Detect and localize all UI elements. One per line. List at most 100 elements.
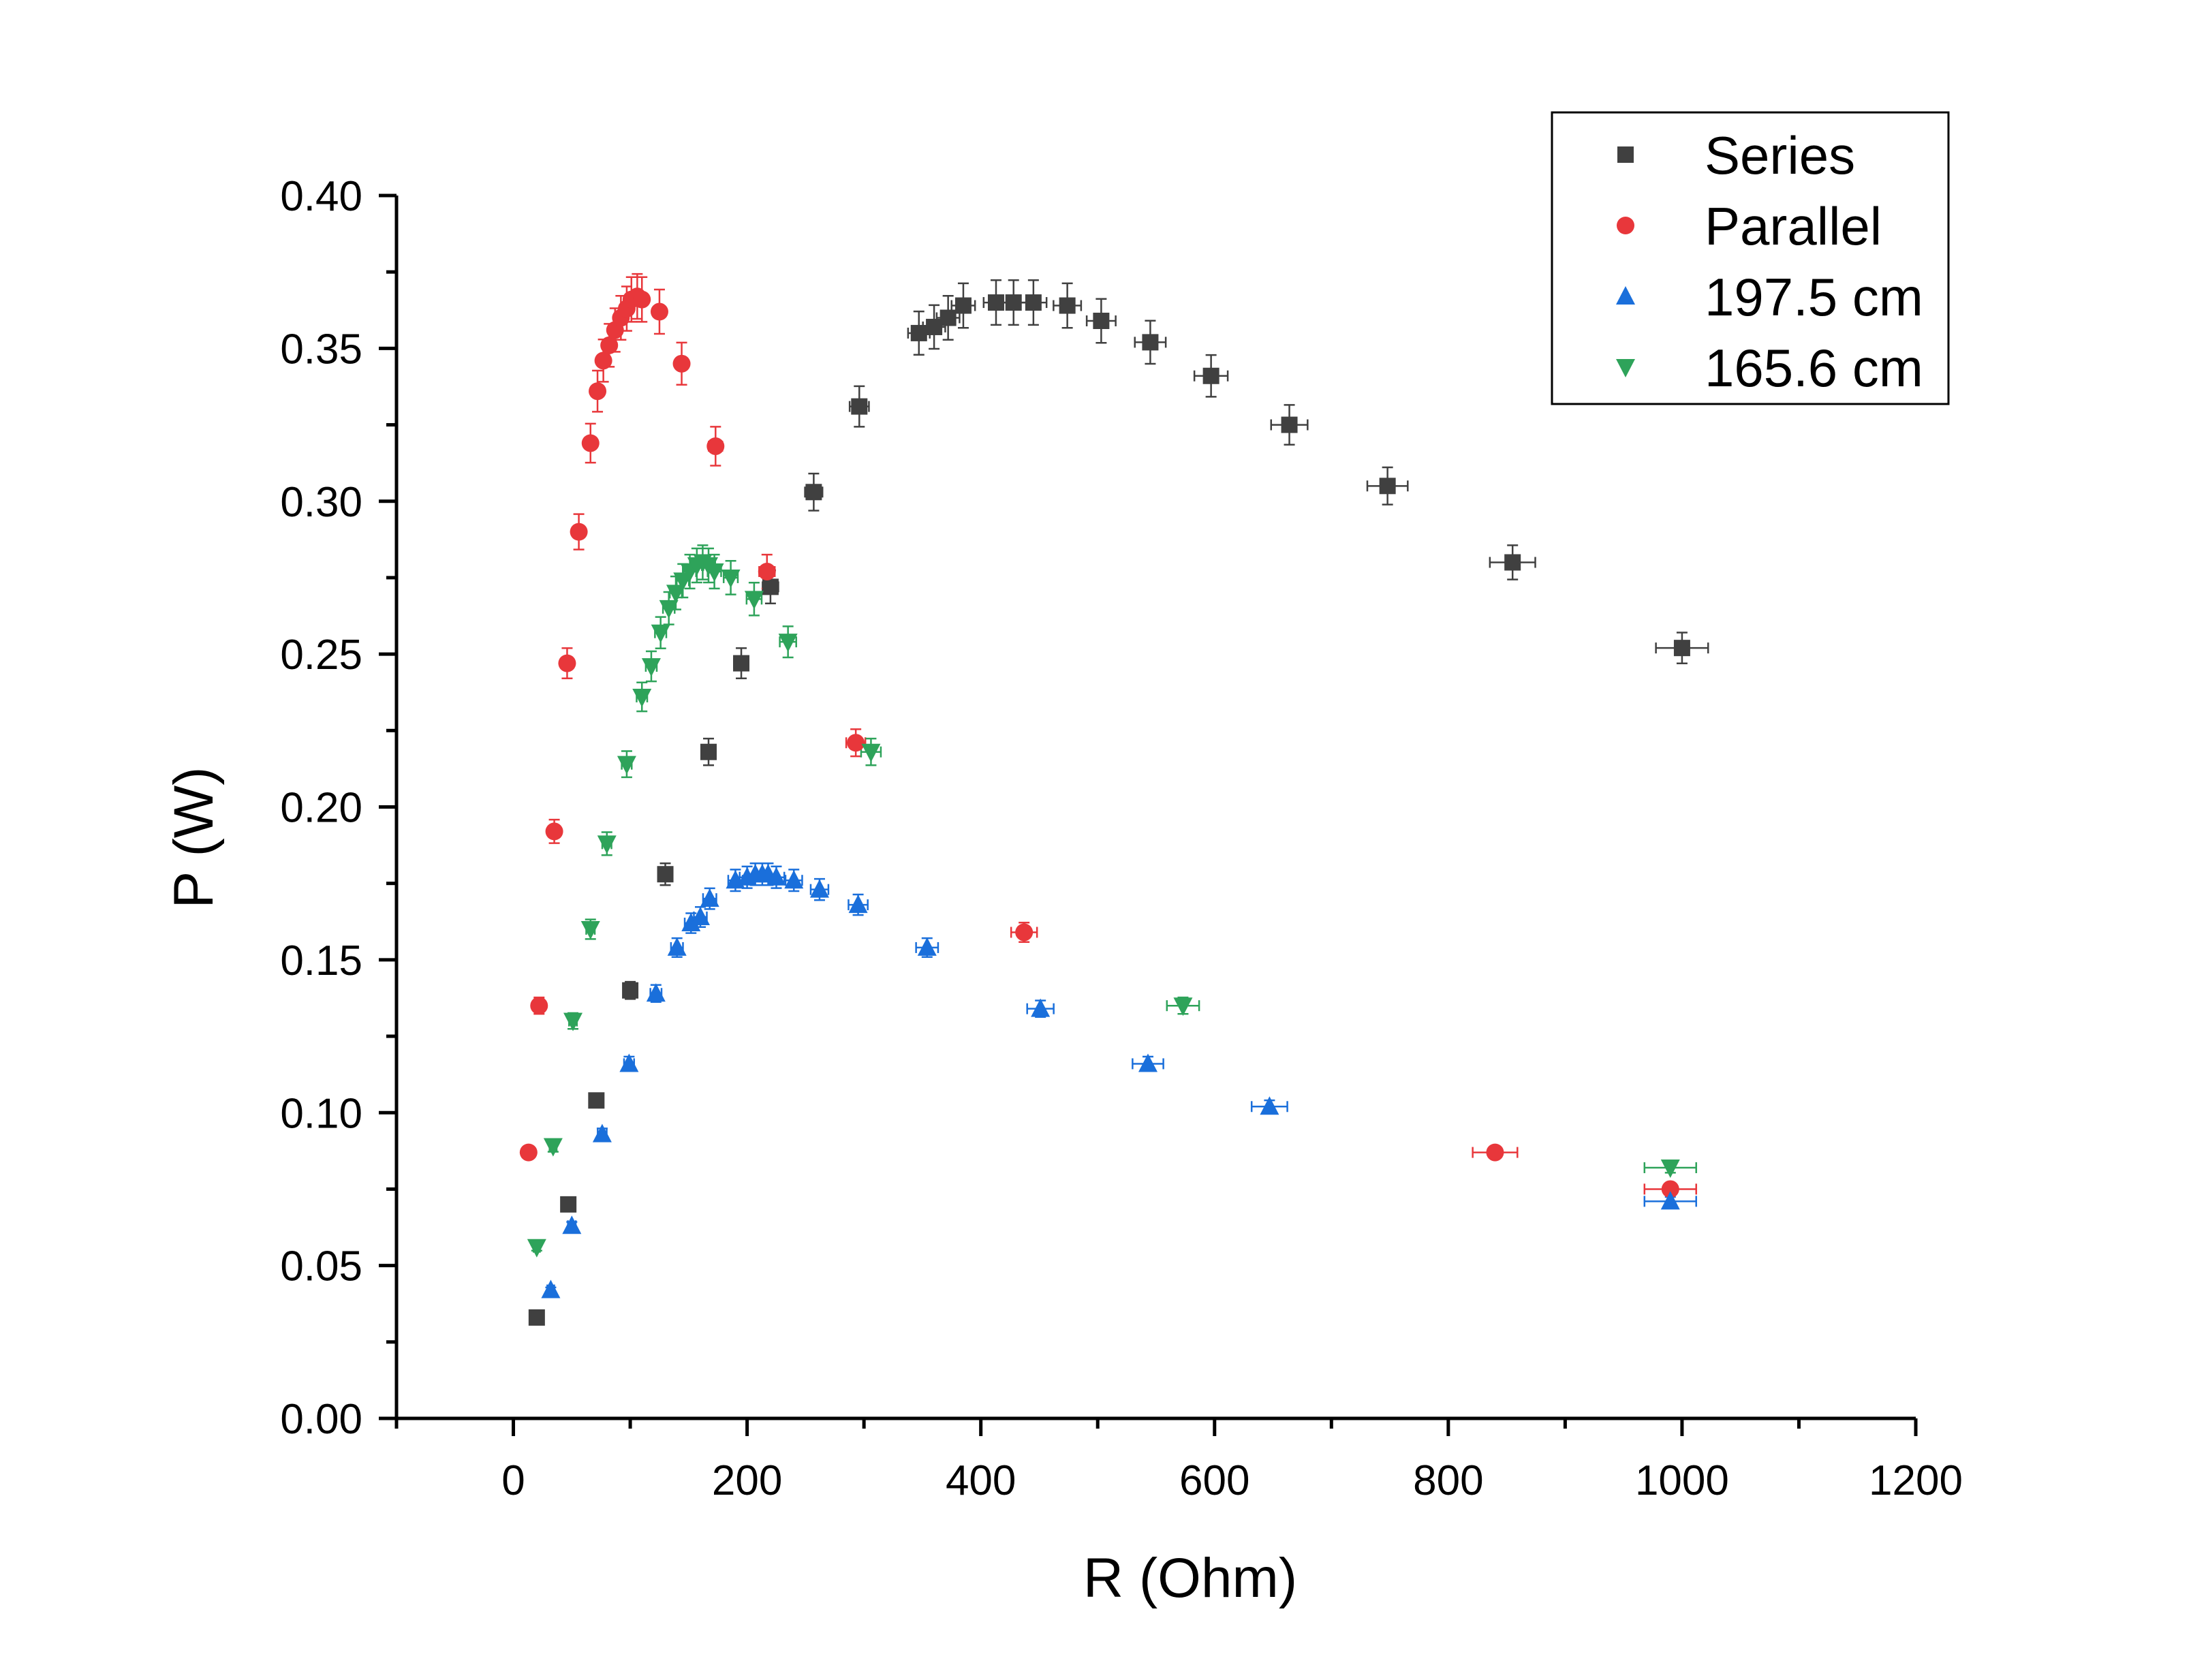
data-point (1486, 1143, 1504, 1162)
error-bars (523, 273, 1709, 1323)
data-point (778, 634, 798, 653)
data-point (1379, 478, 1396, 495)
data-point (721, 569, 741, 588)
data-point (1673, 640, 1690, 657)
data-point (1260, 1096, 1279, 1115)
y-tick-label: 0.20 (280, 785, 362, 832)
y-axis-label: P (W) (163, 766, 225, 908)
data-point (570, 523, 588, 541)
legend: Series Parallel 197.5 cm 165.6 cm (1551, 111, 1950, 405)
data-point (530, 997, 548, 1015)
y-tick-label: 0.35 (280, 326, 362, 373)
data-point (954, 297, 972, 314)
data-point (592, 1123, 612, 1142)
x-tick-label: 200 (712, 1457, 782, 1504)
data-point (1031, 998, 1051, 1017)
data-point (667, 937, 687, 956)
data-point (805, 484, 822, 501)
x-tick-label: 400 (946, 1457, 1016, 1504)
data-point (1504, 554, 1521, 571)
data-point (762, 578, 779, 595)
data-point (619, 1053, 639, 1072)
data-point (744, 591, 764, 610)
data-point (851, 398, 868, 415)
y-tick-label: 0.30 (280, 479, 362, 526)
y-tick-label: 0.40 (280, 173, 362, 220)
data-point (672, 354, 691, 373)
data-point (581, 434, 600, 452)
data-markers (519, 287, 1690, 1326)
data-point (700, 888, 719, 907)
data-point (519, 1143, 538, 1162)
y-tick-label: 0.10 (280, 1090, 362, 1137)
x-tick-label: 800 (1413, 1457, 1483, 1504)
data-point (580, 921, 600, 939)
data-point (633, 290, 651, 309)
data-point (733, 655, 750, 672)
data-point (848, 895, 868, 914)
data-point (987, 294, 1004, 311)
data-point (704, 563, 724, 582)
y-tick-label: 0.15 (280, 937, 362, 984)
legend-label: Series (1705, 125, 1855, 185)
data-point (657, 866, 674, 883)
data-point (1005, 294, 1022, 311)
data-point (861, 743, 881, 762)
data-point (641, 658, 661, 677)
data-point (766, 867, 786, 886)
x-tick-label: 600 (1179, 1457, 1249, 1504)
data-point (784, 870, 804, 889)
data-point (1015, 923, 1034, 942)
data-point (589, 382, 607, 401)
data-point (545, 822, 563, 841)
data-point (847, 734, 865, 752)
data-point (617, 756, 636, 775)
data-point (659, 600, 679, 619)
data-point (632, 688, 652, 707)
data-point (594, 352, 612, 370)
x-tick-label: 0 (501, 1457, 525, 1504)
data-point (622, 982, 639, 999)
data-point (541, 1279, 561, 1298)
legend-marker (1616, 359, 1635, 377)
data-point (563, 1012, 583, 1031)
legend-label: 197.5 cm (1705, 267, 1923, 327)
data-point (562, 1215, 582, 1234)
data-point (558, 654, 576, 672)
data-point (758, 562, 776, 580)
data-point (588, 1092, 605, 1109)
data-point (527, 1239, 546, 1258)
data-point (917, 937, 937, 956)
data-point (1660, 1191, 1680, 1210)
data-point (706, 437, 725, 455)
legend-marker (1617, 217, 1634, 234)
data-point (1281, 416, 1298, 433)
axes: 0 200 400 600 800 1000 1200 0.00 0.05 0.10 0.15 0.2… (280, 173, 1963, 1504)
error-bar (1053, 282, 1083, 329)
x-tick-label: 1200 (1869, 1457, 1963, 1504)
data-point (809, 879, 829, 898)
y-tick-label: 0.25 (280, 632, 362, 679)
y-tick-label: 0.00 (280, 1396, 362, 1443)
data-point (681, 913, 701, 932)
data-point (1059, 297, 1076, 314)
data-point (700, 743, 717, 760)
data-point (691, 907, 710, 926)
x-tick-label: 1000 (1635, 1457, 1729, 1504)
legend-marker (1617, 146, 1634, 163)
data-point (650, 302, 668, 321)
x-axis-label: R (Ohm) (1083, 1547, 1297, 1609)
data-point (597, 835, 617, 854)
data-point (646, 983, 666, 1002)
data-point (910, 324, 927, 341)
data-point (651, 624, 670, 643)
data-point (939, 309, 957, 326)
data-point (1138, 1053, 1157, 1072)
data-point (1142, 334, 1159, 351)
data-point (1093, 312, 1110, 329)
legend-label: Parallel (1705, 196, 1882, 256)
data-point (560, 1196, 577, 1213)
data-point (1025, 294, 1042, 311)
